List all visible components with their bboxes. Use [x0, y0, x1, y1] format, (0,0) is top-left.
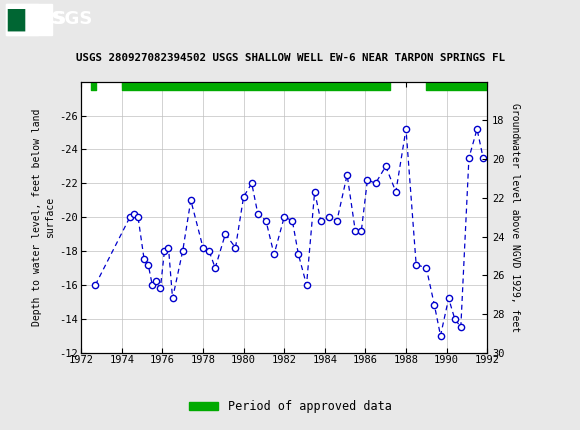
Text: USGS 280927082394502 USGS SHALLOW WELL EW-6 NEAR TARPON SPRINGS FL: USGS 280927082394502 USGS SHALLOW WELL E… [75, 53, 505, 63]
Bar [6, 4, 52, 35]
Y-axis label: Groundwater level above NGVD 1929, feet: Groundwater level above NGVD 1929, feet [510, 103, 520, 332]
Legend: Period of approved data: Period of approved data [184, 395, 396, 418]
Bar [6, 4, 38, 35]
Text: █: █ [7, 8, 24, 31]
Text: USGS: USGS [12, 10, 67, 28]
Y-axis label: Depth to water level, feet below land
surface: Depth to water level, feet below land su… [32, 108, 56, 326]
Text: USGS: USGS [38, 10, 93, 28]
